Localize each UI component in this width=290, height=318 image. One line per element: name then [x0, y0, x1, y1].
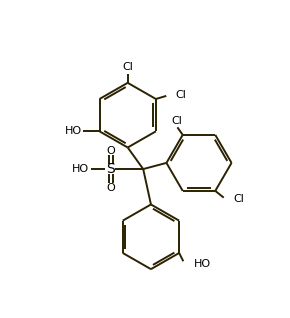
Text: S: S	[106, 162, 115, 176]
Text: O: O	[107, 183, 115, 193]
Text: Cl: Cl	[175, 90, 186, 100]
Text: Cl: Cl	[171, 116, 182, 126]
Text: Cl: Cl	[122, 62, 133, 73]
Text: Cl: Cl	[233, 194, 244, 204]
Text: HO: HO	[65, 126, 82, 136]
Text: O: O	[107, 146, 115, 156]
Text: HO: HO	[72, 164, 89, 174]
Text: HO: HO	[194, 259, 211, 269]
